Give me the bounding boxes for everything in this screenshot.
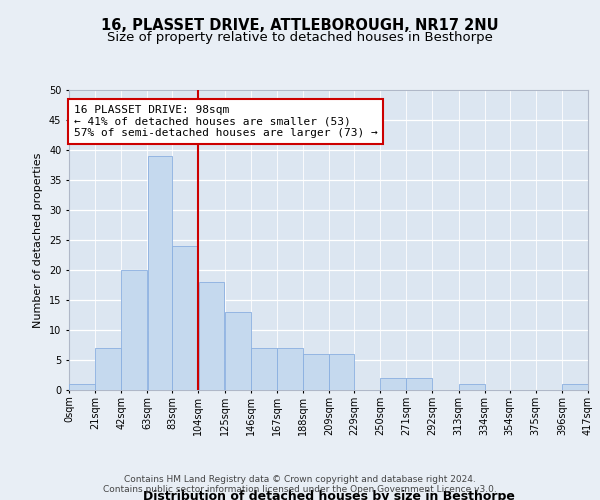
Bar: [303, 354, 329, 390]
Bar: [121, 270, 147, 390]
Bar: [148, 156, 172, 390]
Bar: [406, 378, 432, 390]
Bar: [251, 348, 277, 390]
X-axis label: Distribution of detached houses by size in Besthorpe: Distribution of detached houses by size …: [143, 490, 514, 500]
Text: Size of property relative to detached houses in Besthorpe: Size of property relative to detached ho…: [107, 31, 493, 44]
Text: Contains public sector information licensed under the Open Government Licence v3: Contains public sector information licen…: [103, 485, 497, 494]
Bar: [380, 378, 406, 390]
Bar: [458, 384, 485, 390]
Bar: [562, 384, 588, 390]
Y-axis label: Number of detached properties: Number of detached properties: [34, 152, 43, 328]
Bar: [225, 312, 251, 390]
Bar: [277, 348, 303, 390]
Bar: [95, 348, 121, 390]
Text: 16, PLASSET DRIVE, ATTLEBOROUGH, NR17 2NU: 16, PLASSET DRIVE, ATTLEBOROUGH, NR17 2N…: [101, 18, 499, 32]
Text: Contains HM Land Registry data © Crown copyright and database right 2024.: Contains HM Land Registry data © Crown c…: [124, 475, 476, 484]
Bar: [172, 246, 199, 390]
Text: 16 PLASSET DRIVE: 98sqm
← 41% of detached houses are smaller (53)
57% of semi-de: 16 PLASSET DRIVE: 98sqm ← 41% of detache…: [74, 105, 378, 138]
Bar: [199, 282, 224, 390]
Bar: [329, 354, 354, 390]
Bar: [69, 384, 95, 390]
